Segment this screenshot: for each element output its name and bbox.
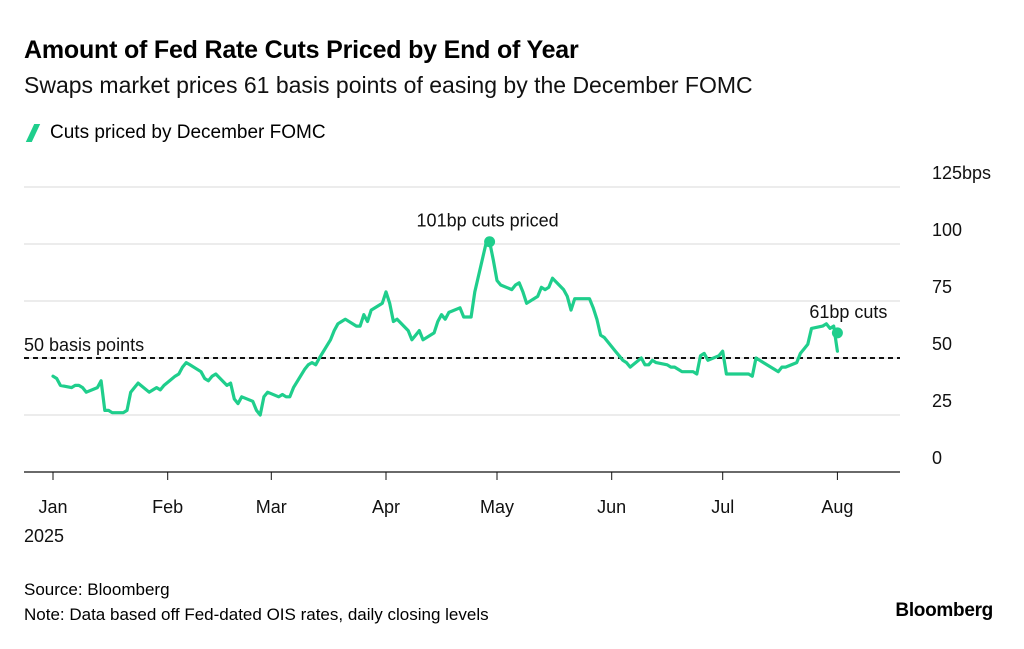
x-tick-label: Mar (256, 497, 287, 517)
chart-title: Amount of Fed Rate Cuts Priced by End of… (24, 36, 579, 64)
series-line (51, 240, 839, 417)
reference-line-label: 50 basis points (24, 335, 144, 355)
x-tick-label: Jul (711, 497, 734, 517)
x-tick-sublabel: 2025 (24, 526, 64, 546)
annotation-dot (831, 327, 843, 339)
y-tick-label: 50 (932, 334, 952, 354)
x-tick-label: Feb (152, 497, 183, 517)
x-axis: Jan 2025 Feb Mar Apr May Jun Jul Aug (24, 472, 853, 546)
x-tick-label: Jun (597, 497, 626, 517)
annotations: 101bp cuts priced 61bp cuts (417, 211, 887, 339)
x-tick-label: Aug (821, 497, 853, 517)
chart-subtitle: Swaps market prices 61 basis points of e… (24, 72, 753, 98)
series-layer (51, 240, 839, 417)
annotation-dot (484, 236, 496, 248)
y-tick-label: 100 (932, 220, 962, 240)
x-tick-label: Jan (38, 497, 67, 517)
x-tick-label: Apr (372, 497, 400, 517)
x-tick-label: May (480, 497, 514, 517)
y-tick-label: 25 (932, 391, 952, 411)
bloomberg-logo: Bloomberg (895, 600, 993, 621)
legend-label: Cuts priced by December FOMC (50, 122, 326, 143)
reference-line: 50 basis points (24, 335, 900, 359)
annotation-label: 61bp cuts (809, 302, 887, 322)
annotation-label: 101bp cuts priced (417, 211, 559, 231)
data-note: Note: Data based off Fed-dated OIS rates… (24, 605, 489, 624)
y-axis-ticks: 0 25 50 75 100 125bps (932, 163, 991, 468)
legend: Cuts priced by December FOMC (24, 122, 326, 144)
y-tick-label: 0 (932, 448, 942, 468)
source-note: Source: Bloomberg (24, 580, 170, 599)
y-tick-label: 125bps (932, 163, 991, 183)
y-tick-label: 75 (932, 277, 952, 297)
